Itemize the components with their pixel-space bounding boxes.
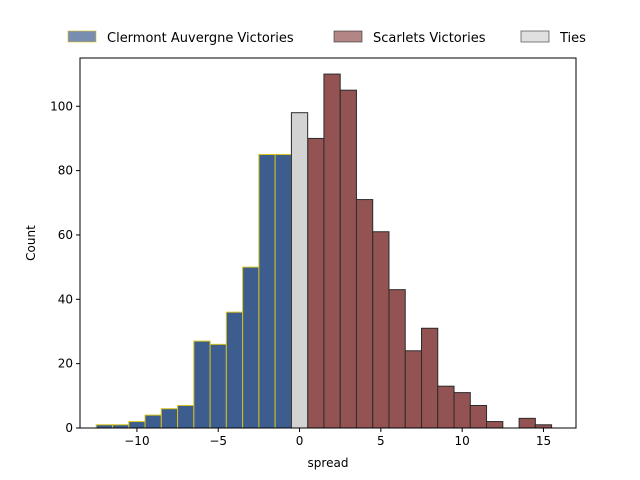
bar-scarlets-victories-11 xyxy=(486,421,504,429)
legend-swatch-scarlets-victories xyxy=(333,30,363,43)
bar-clermont-auvergne-victories-10 xyxy=(258,154,276,429)
bar-scarlets-victories-8 xyxy=(437,385,455,429)
bar-clermont-auvergne-victories-9 xyxy=(242,266,260,429)
x-tick-label: 10 xyxy=(455,434,470,448)
x-tick-label: 15 xyxy=(536,434,551,448)
bar-scarlets-victories-12 xyxy=(518,417,536,429)
legend-label-ties: Ties xyxy=(559,31,586,46)
x-tick-label: −5 xyxy=(209,434,227,448)
y-axis-label: Count xyxy=(24,225,38,261)
bar-scarlets-victories-1 xyxy=(323,73,341,429)
bar-clermont-auvergne-victories-5 xyxy=(177,404,195,429)
x-axis: −10 −5 0 5 10 15 xyxy=(124,428,551,448)
bar-scarlets-victories-3 xyxy=(355,199,374,429)
bar-scarlets-victories-6 xyxy=(404,350,423,429)
x-tick-label: 0 xyxy=(296,434,304,448)
bar-clermont-auvergne-victories-11 xyxy=(274,154,292,429)
bar-clermont-auvergne-victories-4 xyxy=(160,408,179,429)
legend: Clermont Auvergne Victories Scarlets Vict… xyxy=(67,30,586,46)
bar-clermont-auvergne-victories-3 xyxy=(144,414,162,429)
y-tick-label: 0 xyxy=(65,421,73,435)
y-tick-label: 40 xyxy=(58,292,73,306)
legend-swatch-ties xyxy=(520,30,550,43)
bar-scarlets-victories-2 xyxy=(339,89,357,429)
histogram-bars xyxy=(95,73,553,429)
legend-label-scarlets-victories: Scarlets Victories xyxy=(373,31,486,46)
legend-label-clermont-auvergne-victories: Clermont Auvergne Victories xyxy=(107,31,294,46)
bar-scarlets-victories-5 xyxy=(388,289,406,429)
x-tick-label: −10 xyxy=(124,434,149,448)
bar-scarlets-victories-9 xyxy=(453,392,471,429)
y-tick-label: 20 xyxy=(58,357,73,371)
y-tick-label: 60 xyxy=(58,228,73,242)
bar-scarlets-victories-4 xyxy=(372,231,390,429)
bar-clermont-auvergne-victories-7 xyxy=(209,343,227,429)
plot-frame xyxy=(79,57,577,429)
y-tick-label: 100 xyxy=(50,99,73,113)
bar-scarlets-victories-10 xyxy=(469,404,488,429)
bar-clermont-auvergne-victories-2 xyxy=(128,421,146,429)
legend-swatch-clermont-auvergne-victories xyxy=(67,30,97,43)
y-tick-label: 80 xyxy=(58,164,73,178)
bar-ties-0 xyxy=(290,112,309,429)
x-tick-label: 5 xyxy=(377,434,385,448)
bar-scarlets-victories-7 xyxy=(421,327,439,429)
x-axis-label: spread xyxy=(308,456,349,470)
bar-scarlets-victories-0 xyxy=(307,137,325,429)
bar-clermont-auvergne-victories-6 xyxy=(193,340,211,429)
bar-clermont-auvergne-victories-8 xyxy=(225,311,244,429)
y-axis: 0 20 40 60 80 100 xyxy=(50,99,80,435)
